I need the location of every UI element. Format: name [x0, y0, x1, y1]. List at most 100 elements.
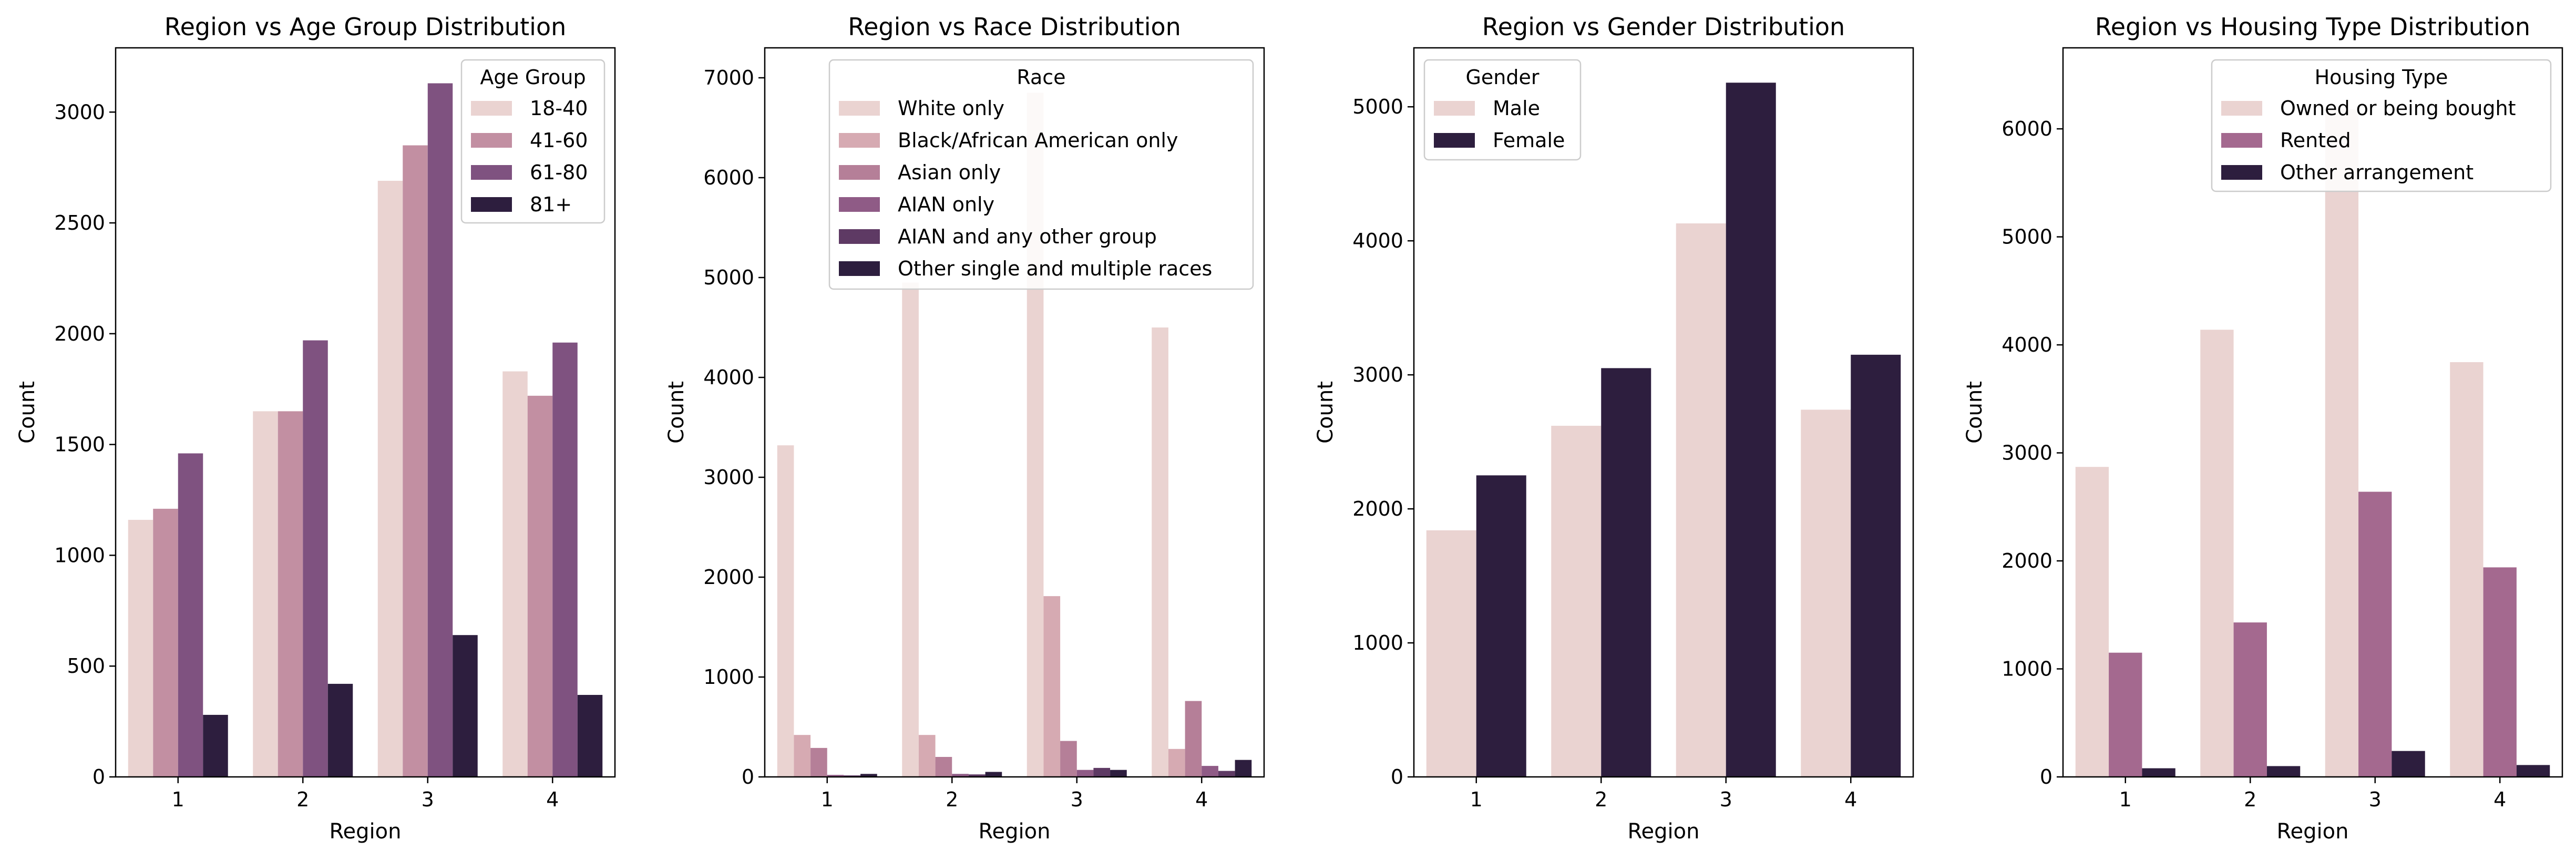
y-axis-label: Count: [664, 381, 689, 444]
legend-swatch: [471, 165, 512, 180]
bar: [918, 735, 936, 777]
legend-label: Black/African American only: [898, 129, 1178, 152]
bar: [1060, 741, 1077, 777]
bar: [552, 342, 578, 777]
legend-label: AIAN only: [898, 193, 994, 216]
legend-title: Age Group: [480, 66, 586, 89]
bar: [968, 774, 986, 777]
bar: [427, 83, 453, 777]
legend-swatch: [1434, 101, 1475, 116]
y-tick-label: 3000: [1352, 363, 1403, 386]
bar: [153, 508, 178, 777]
bar: [952, 774, 969, 777]
bar: [1676, 223, 1726, 777]
chart-panel-1: Region vs Age Group Distribution 0 500 1000…: [15, 13, 616, 844]
bar: [985, 772, 1002, 777]
bar: [1093, 767, 1111, 777]
y-axis-label: Count: [1313, 381, 1338, 444]
legend-swatch: [839, 261, 880, 276]
bar: [453, 635, 478, 777]
bar: [2142, 768, 2175, 777]
bar: [844, 775, 861, 777]
legend-label: White only: [898, 97, 1004, 120]
chart-title: Region vs Housing Type Distribution: [2095, 13, 2530, 41]
y-tick-label: 5000: [703, 266, 754, 289]
chart-title: Region vs Age Group Distribution: [165, 13, 567, 41]
bar: [860, 774, 877, 777]
y-tick-label: 2000: [2002, 549, 2052, 572]
legend-box: [2211, 59, 2552, 192]
legend-label: Rented: [2280, 129, 2351, 152]
x-tick-label: 3: [1720, 788, 1732, 811]
bar: [1168, 749, 1185, 777]
legend-label: Owned or being bought: [2280, 97, 2516, 120]
legend-swatch: [839, 197, 880, 212]
bar: [2483, 567, 2517, 777]
legend-swatch: [839, 133, 880, 148]
y-tick-label: 4000: [2002, 333, 2052, 356]
x-axis-label: Region: [1628, 819, 1700, 844]
bar: [2266, 766, 2301, 777]
chart-panel-3: Region vs Gender Distribution 0 1000 2000 30…: [1313, 13, 1914, 844]
bar: [1851, 354, 1901, 777]
bar: [278, 411, 303, 777]
bar: [1043, 596, 1061, 777]
x-tick-label: 1: [1470, 788, 1483, 811]
chart-panel-4: Region vs Housing Type Distribution 0 1000…: [1963, 13, 2563, 844]
bar: [810, 747, 827, 777]
y-tick-label: 2000: [703, 566, 754, 589]
bar: [403, 145, 428, 777]
bar: [827, 775, 844, 777]
bar: [1726, 83, 1776, 777]
x-tick-label: 1: [2119, 788, 2132, 811]
legend-swatch: [471, 133, 512, 148]
y-tick-label: 7000: [703, 66, 754, 89]
chart-panel-2: Region vs Race Distribution 0 1000 2000 3000…: [664, 13, 1265, 844]
y-tick-label: 4000: [703, 366, 754, 389]
legend-label: Female: [1493, 129, 1565, 152]
legend-label: 81+: [530, 193, 572, 216]
legend-title: Gender: [1465, 66, 1539, 89]
legend-swatch: [2221, 101, 2262, 116]
y-tick-label: 3000: [2002, 442, 2052, 465]
bar: [1202, 766, 1218, 777]
x-tick-label: 3: [1071, 788, 1083, 811]
x-tick-label: 2: [946, 788, 958, 811]
y-tick-label: 500: [67, 654, 105, 678]
bar: [1476, 475, 1526, 777]
legend-label: Other single and multiple races: [898, 257, 1212, 280]
bar: [2392, 751, 2425, 777]
y-tick-label: 3000: [54, 100, 105, 124]
bar: [2233, 622, 2267, 777]
bar: [2200, 330, 2234, 777]
x-tick-label: 3: [422, 788, 434, 811]
x-tick-label: 2: [2244, 788, 2256, 811]
y-tick-label: 2500: [54, 211, 105, 234]
bar: [178, 453, 203, 777]
bar: [203, 714, 228, 777]
bar: [2325, 109, 2359, 777]
y-tick-label: 1000: [703, 665, 754, 689]
legend-swatch: [839, 229, 880, 244]
legend-label: AIAN and any other group: [898, 225, 1157, 248]
chart-title: Region vs Race Distribution: [848, 13, 1181, 41]
x-tick-label: 2: [296, 788, 309, 811]
legend-label: Asian only: [898, 161, 1001, 184]
x-tick-label: 3: [2369, 788, 2382, 811]
bar: [902, 282, 919, 777]
bar: [2075, 467, 2109, 777]
y-tick-label: 0: [93, 765, 105, 788]
chart-title: Region vs Gender Distribution: [1482, 13, 1845, 41]
y-axis-label: Count: [15, 381, 39, 444]
x-tick-label: 4: [1195, 788, 1208, 811]
legend-box: [460, 59, 605, 224]
bar: [2358, 491, 2392, 777]
legend-label: 18-40: [530, 97, 588, 120]
legend: Age Group 18-40 41-60 61-80 81+: [460, 59, 605, 224]
legend-label: 61-80: [530, 161, 588, 184]
y-tick-label: 0: [742, 765, 754, 788]
x-tick-label: 1: [172, 788, 184, 811]
bar: [777, 445, 794, 777]
bar: [1801, 409, 1851, 777]
